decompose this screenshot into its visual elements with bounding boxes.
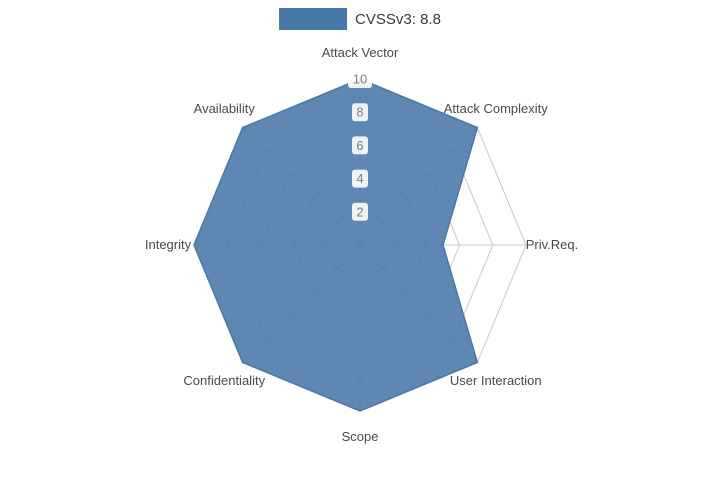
axis-label-attack-complexity: Attack Complexity — [444, 101, 549, 116]
axis-label-user-interaction: User Interaction — [450, 373, 542, 388]
radar-series-polygon — [193, 78, 479, 412]
radial-tick-label: 8 — [356, 105, 363, 120]
radial-tick-label: 6 — [356, 138, 363, 153]
tick-label-bg — [352, 202, 368, 221]
axis-label-priv-req: Priv.Req. — [526, 237, 579, 252]
radial-tick-label: 10 — [353, 72, 367, 87]
tick-label-bg — [352, 103, 368, 122]
legend-label: CVSSv3: 8.8 — [355, 10, 441, 28]
axis-label-integrity: Integrity — [145, 237, 192, 252]
tick-label-bg — [352, 136, 368, 155]
tick-label-bg — [352, 169, 368, 188]
radial-tick-label: 2 — [356, 204, 363, 219]
tick-label-bg — [348, 70, 372, 88]
axis-label-attack-vector: Attack Vector — [322, 45, 399, 60]
radial-tick-label: 4 — [356, 171, 363, 186]
axis-label-confidentiality: Confidentiality — [183, 373, 265, 388]
legend-swatch — [279, 8, 348, 30]
axis-label-availability: Availability — [194, 101, 256, 116]
axis-label-scope: Scope — [342, 429, 379, 444]
legend[interactable]: CVSSv3: 8.8 — [279, 8, 441, 30]
